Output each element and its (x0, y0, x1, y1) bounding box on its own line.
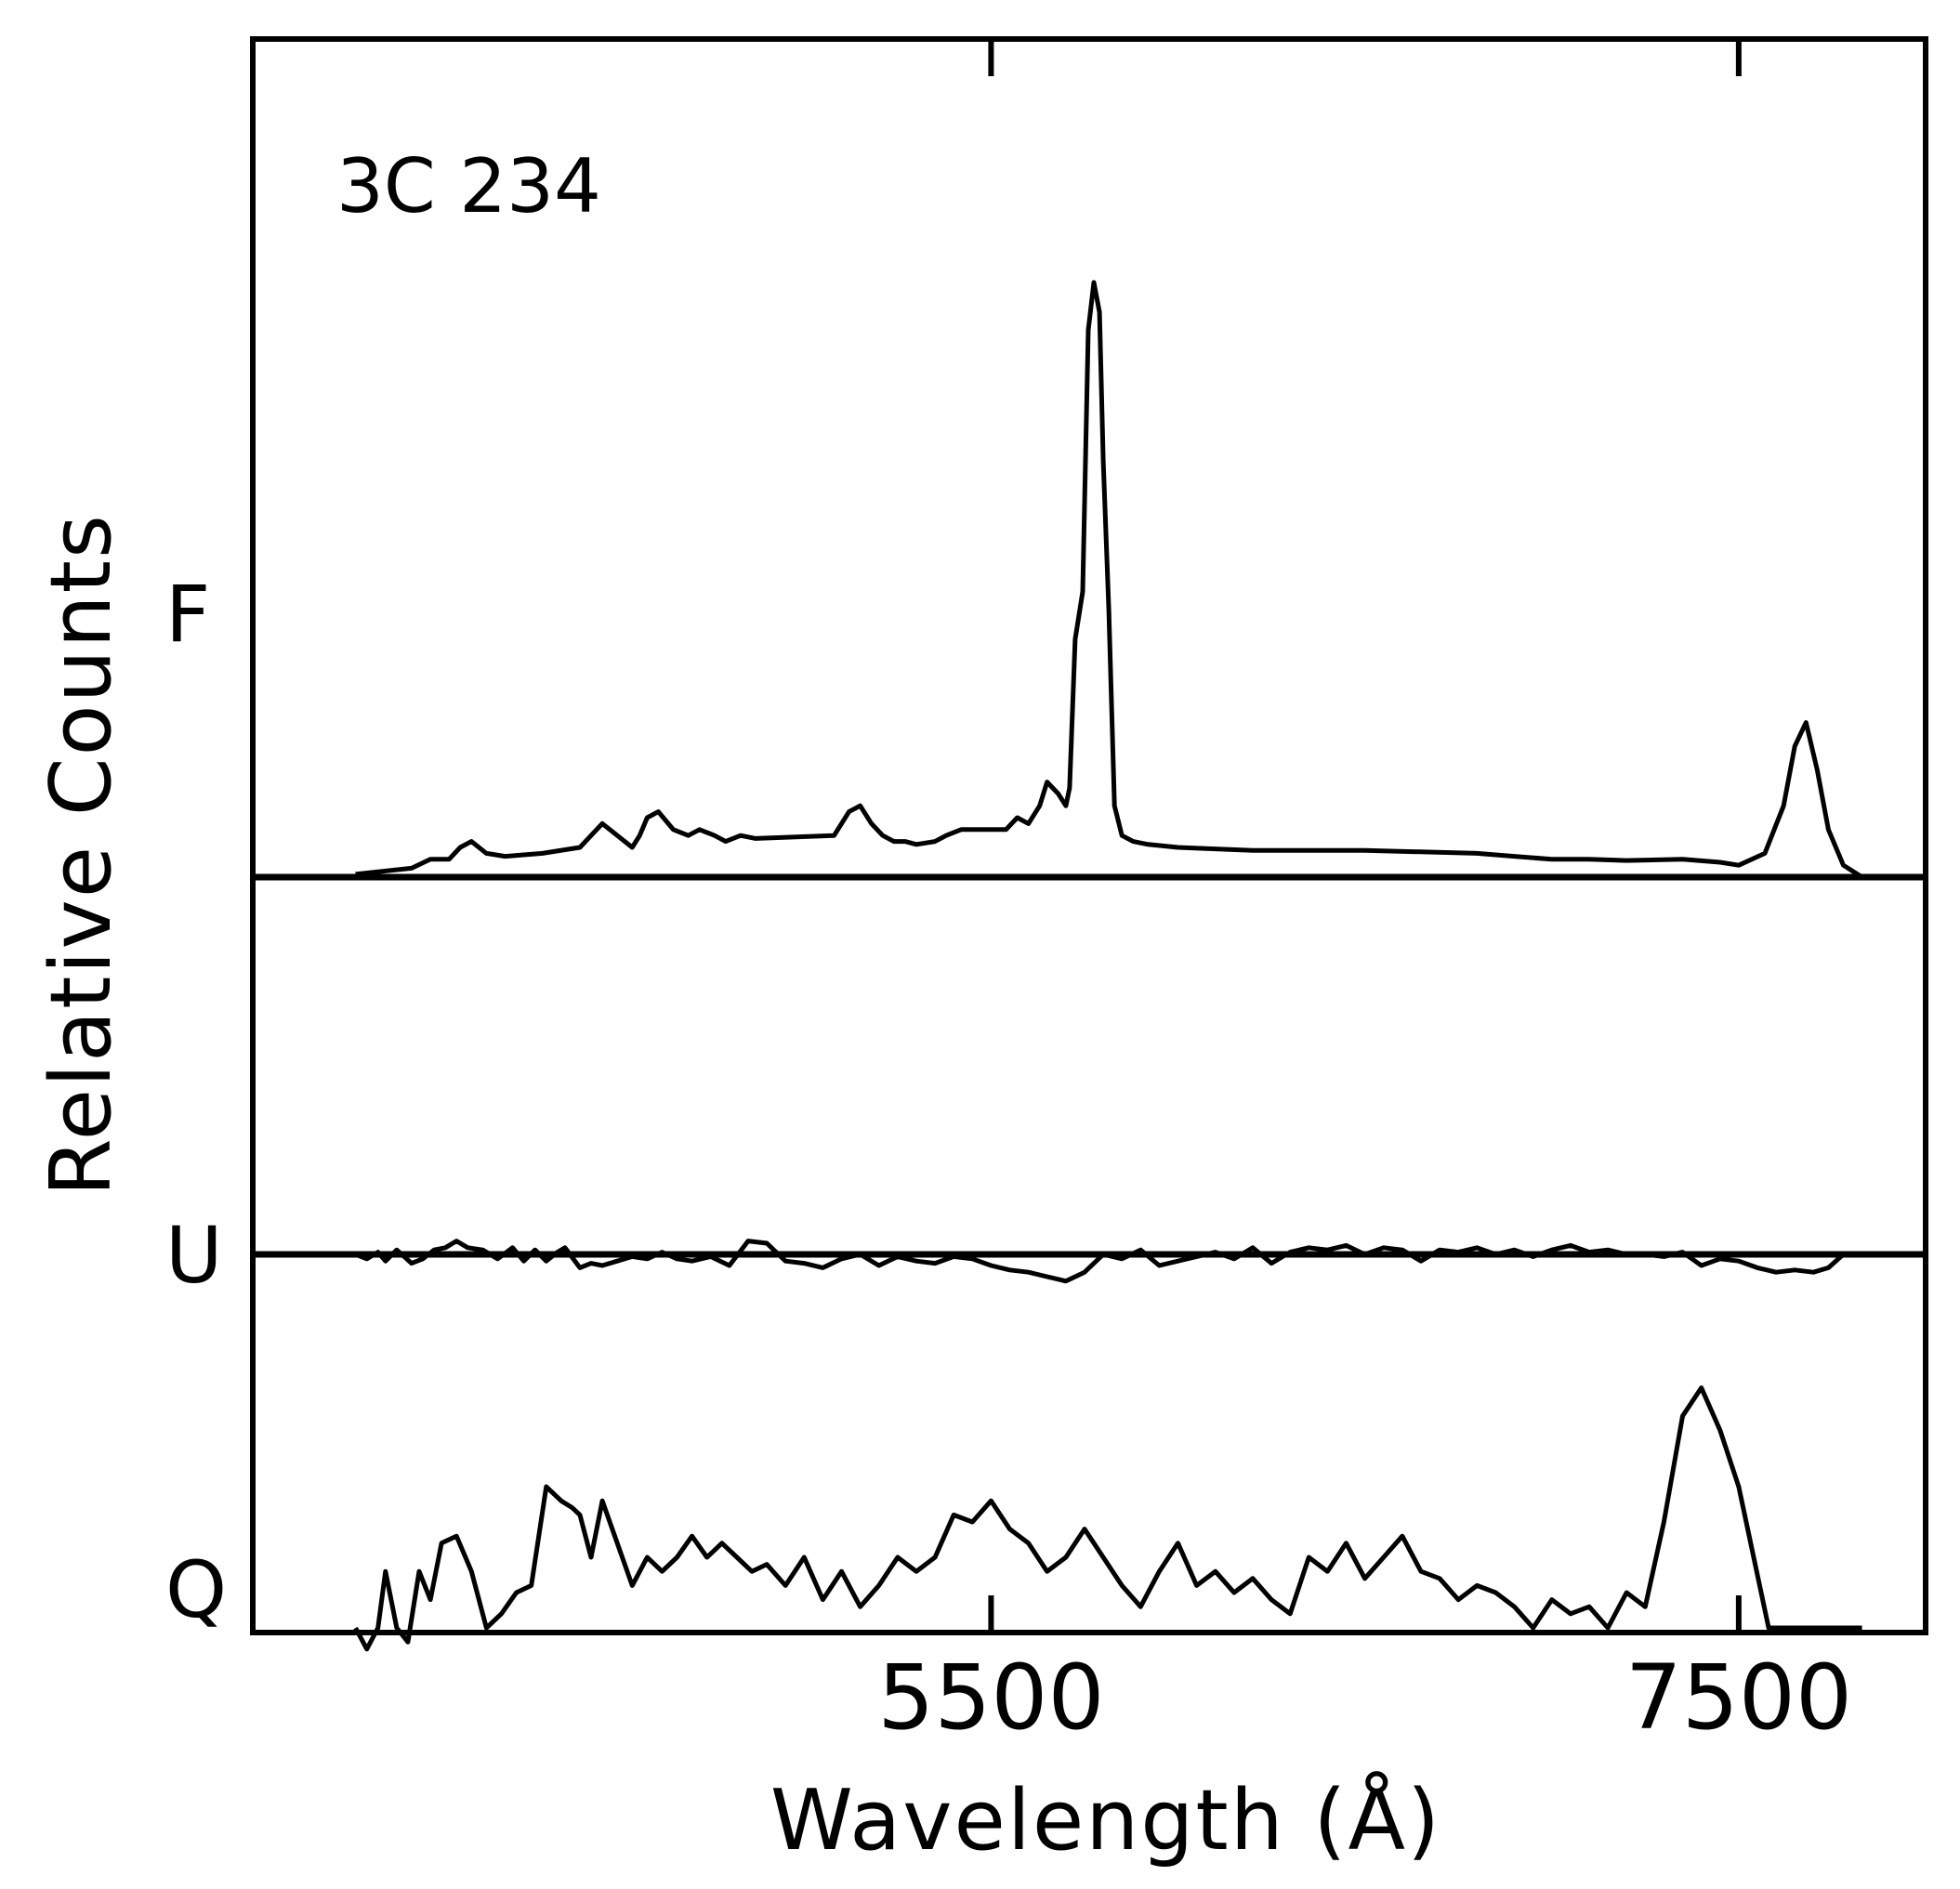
panel-label-f: F (165, 569, 210, 660)
y-axis-title: Relative Counts (33, 513, 130, 1197)
panel-label-q: Q (165, 1544, 227, 1635)
series-u-line (354, 1239, 1846, 1284)
panel-label-u: U (165, 1210, 222, 1301)
plot-frame (250, 36, 1928, 1635)
x-axis-title: Wavelength (Å) (770, 1770, 1441, 1869)
x-tick-label-5500: 5500 (877, 1646, 1104, 1750)
x-ticks (988, 39, 1742, 1633)
series-f-line (355, 280, 1863, 880)
chart-title: 3C 234 (336, 143, 601, 230)
x-tick-label-7500: 7500 (1625, 1646, 1852, 1750)
series-q-line (353, 1385, 1862, 1652)
